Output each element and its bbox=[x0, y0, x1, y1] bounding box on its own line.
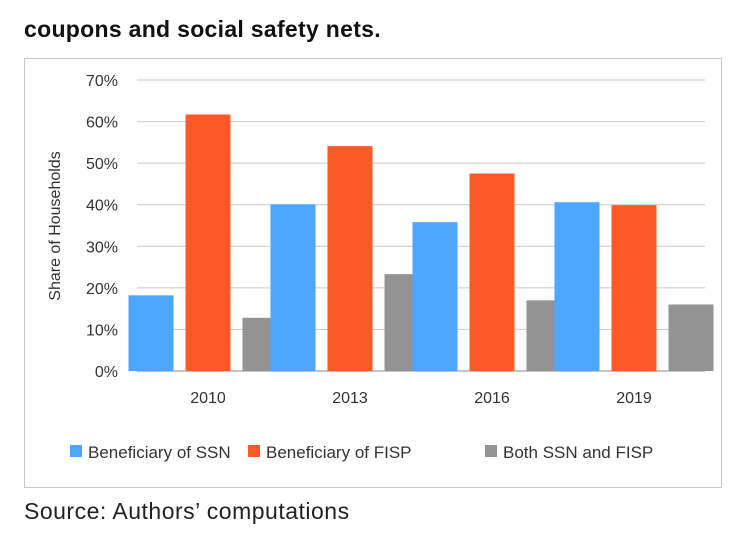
y-axis-label: Share of Households bbox=[47, 151, 64, 300]
y-tick-label: 10% bbox=[86, 322, 118, 339]
bar-beneficiary-of-fisp-2013 bbox=[327, 146, 373, 371]
source-note: Source: Authors’ computations bbox=[24, 498, 350, 524]
x-tick-label: 2016 bbox=[474, 390, 510, 407]
x-tick-label: 2019 bbox=[616, 390, 652, 407]
x-tick-label: 2013 bbox=[332, 390, 368, 407]
bar-beneficiary-of-ssn-2013 bbox=[270, 204, 316, 371]
y-tick-label: 0% bbox=[95, 364, 118, 381]
bar-both-ssn-and-fisp-2019 bbox=[668, 304, 714, 371]
bar-beneficiary-of-fisp-2016 bbox=[469, 173, 515, 371]
y-tick-label: 30% bbox=[86, 239, 118, 256]
y-tick-label: 50% bbox=[86, 156, 118, 173]
legend-swatch bbox=[70, 445, 82, 457]
x-tick-label: 2010 bbox=[190, 390, 226, 407]
y-tick-label: 70% bbox=[86, 73, 118, 90]
y-tick-label: 40% bbox=[86, 198, 118, 215]
y-tick-label: 60% bbox=[86, 115, 118, 132]
legend-label: Both SSN and FISP bbox=[503, 443, 653, 462]
legend-label: Beneficiary of FISP bbox=[266, 443, 412, 462]
bar-beneficiary-of-ssn-2019 bbox=[554, 202, 600, 371]
legend-swatch bbox=[248, 445, 260, 457]
bar-beneficiary-of-fisp-2010 bbox=[185, 114, 231, 372]
chart-title: coupons and social safety nets. bbox=[24, 16, 381, 42]
bar-beneficiary-of-ssn-2016 bbox=[412, 222, 458, 371]
bar-beneficiary-of-ssn-2010 bbox=[128, 295, 174, 371]
y-tick-label: 20% bbox=[86, 281, 118, 298]
legend-swatch bbox=[485, 445, 497, 457]
chart-frame bbox=[24, 58, 722, 488]
legend-label: Beneficiary of SSN bbox=[88, 443, 231, 462]
bar-beneficiary-of-fisp-2019 bbox=[611, 205, 657, 371]
